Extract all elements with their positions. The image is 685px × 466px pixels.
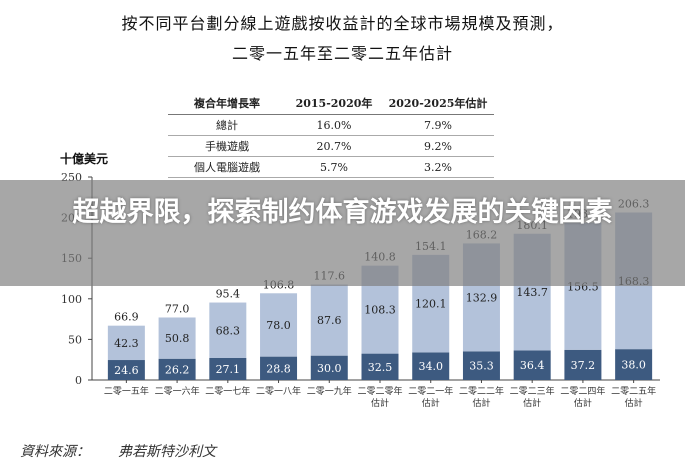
y-axis-label: 十億美元 bbox=[60, 152, 109, 166]
bar-segment-pc bbox=[209, 357, 247, 380]
x-tick-label: 二零二五年 bbox=[611, 385, 656, 397]
data-label-pc: 37.2 bbox=[571, 359, 596, 372]
cagr-header-row: 複合年增長率 2015-2020年 2020-2025年估計 bbox=[168, 92, 494, 115]
source-note: 資料來源： 弗若斯特沙利文 bbox=[20, 441, 216, 461]
table-row: 總計 16.0% 7.9% bbox=[168, 114, 494, 136]
cagr-value: 7.9% bbox=[382, 114, 494, 136]
data-label-total: 95.4 bbox=[216, 288, 241, 301]
x-tick-label: 二零一六年 bbox=[155, 385, 200, 397]
cagr-value: 9.2% bbox=[382, 135, 494, 157]
bar-segment-mobile bbox=[310, 284, 348, 356]
data-label-total: 77.0 bbox=[165, 302, 190, 315]
bar-segment-pc bbox=[107, 360, 145, 380]
cagr-header-label: 複合年增長率 bbox=[168, 92, 286, 115]
x-tick-label-suffix: 估計 bbox=[625, 397, 643, 409]
cagr-row-label: 個人電腦遊戲 bbox=[168, 156, 286, 178]
data-label-mobile: 42.3 bbox=[114, 337, 139, 350]
chart-subtitle: 二零一五年至二零二五年估計 bbox=[231, 44, 453, 63]
data-label-pc: 26.2 bbox=[165, 363, 190, 376]
source-name: 弗若斯特沙利文 bbox=[118, 444, 216, 460]
x-tick-label: 二零二四年 bbox=[560, 385, 605, 397]
data-label-mobile: 78.0 bbox=[266, 319, 291, 332]
cagr-row-label: 總計 bbox=[168, 114, 286, 136]
data-label-pc: 24.6 bbox=[114, 364, 139, 377]
bar-segment-pc bbox=[412, 352, 450, 380]
y-tick-label: 100 bbox=[61, 293, 82, 306]
data-label-pc: 36.4 bbox=[520, 359, 545, 372]
cagr-header-2015-2020: 2015-2020年 bbox=[286, 92, 382, 115]
data-label-mobile: 68.3 bbox=[216, 324, 241, 337]
data-label-pc: 38.0 bbox=[621, 359, 646, 372]
x-tick-label-suffix: 估計 bbox=[422, 397, 440, 409]
bar-segment-pc bbox=[310, 355, 348, 380]
data-label-pc: 32.5 bbox=[368, 361, 393, 374]
bar-segment-pc bbox=[462, 351, 500, 380]
bar-segment-pc bbox=[361, 353, 399, 380]
data-label-mobile: 108.3 bbox=[364, 304, 396, 317]
cagr-table: 複合年增長率 2015-2020年 2020-2025年估計 總計 16.0% … bbox=[168, 92, 494, 178]
cagr-row-label: 手機遊戲 bbox=[168, 135, 286, 157]
data-label-mobile: 132.9 bbox=[466, 291, 498, 304]
cagr-value: 5.7% bbox=[286, 156, 382, 178]
bar-segment-pc bbox=[158, 358, 196, 380]
table-row: 個人電腦遊戲 5.7% 3.2% bbox=[168, 156, 494, 178]
bar-segment-pc bbox=[513, 350, 551, 380]
x-tick-label: 二零一九年 bbox=[307, 385, 352, 397]
x-tick-label: 二零一八年 bbox=[256, 385, 301, 397]
x-tick-label: 二零一五年 bbox=[104, 385, 149, 397]
bar-segment-mobile bbox=[107, 325, 145, 361]
data-label-pc: 27.1 bbox=[216, 363, 241, 376]
bar-segment-mobile bbox=[260, 293, 298, 357]
data-label-pc: 35.3 bbox=[469, 360, 494, 373]
chart-title: 按不同平台劃分線上遊戲按收益計的全球市場規模及預測， bbox=[121, 14, 564, 33]
bar-segment-pc bbox=[615, 349, 653, 380]
cagr-header-2020-2025: 2020-2025年估計 bbox=[382, 92, 494, 115]
overlay-banner bbox=[0, 180, 685, 286]
x-tick-label: 二零二三年 bbox=[510, 385, 555, 397]
cagr-value: 3.2% bbox=[382, 156, 494, 178]
bar-segment-mobile bbox=[209, 302, 247, 358]
y-tick-label: 0 bbox=[75, 374, 82, 387]
data-label-mobile: 120.1 bbox=[415, 298, 447, 311]
x-tick-label: 二零二零年 bbox=[357, 385, 402, 397]
x-tick-label: 二零二一年 bbox=[408, 385, 453, 397]
data-label-mobile: 143.7 bbox=[516, 286, 548, 299]
table-row: 手機遊戲 20.7% 9.2% bbox=[168, 135, 494, 157]
data-label-pc: 28.8 bbox=[266, 362, 291, 375]
data-label-mobile: 87.6 bbox=[317, 314, 342, 327]
cagr-value: 20.7% bbox=[286, 135, 382, 157]
x-tick-label: 二零二二年 bbox=[459, 385, 504, 397]
data-label-pc: 30.0 bbox=[317, 362, 342, 375]
banner-headline: 超越界限，探索制约体育游戏发展的关键因素 bbox=[72, 197, 613, 228]
data-label-mobile: 50.8 bbox=[165, 332, 190, 345]
bar-segment-pc bbox=[564, 349, 602, 380]
source-label: 資料來源： bbox=[20, 444, 90, 460]
y-tick-label: 50 bbox=[68, 333, 82, 346]
bar-segment-mobile bbox=[158, 317, 196, 359]
x-tick-label-suffix: 估計 bbox=[472, 397, 490, 409]
data-label-pc: 34.0 bbox=[418, 360, 443, 373]
x-tick-label: 二零一七年 bbox=[205, 385, 250, 397]
cagr-value: 16.0% bbox=[286, 114, 382, 136]
x-tick-label-suffix: 估計 bbox=[371, 397, 389, 409]
x-tick-label-suffix: 估計 bbox=[523, 397, 541, 409]
data-label-total: 66.9 bbox=[114, 311, 139, 324]
x-tick-label-suffix: 估計 bbox=[574, 397, 592, 409]
bar-segment-pc bbox=[260, 356, 298, 380]
